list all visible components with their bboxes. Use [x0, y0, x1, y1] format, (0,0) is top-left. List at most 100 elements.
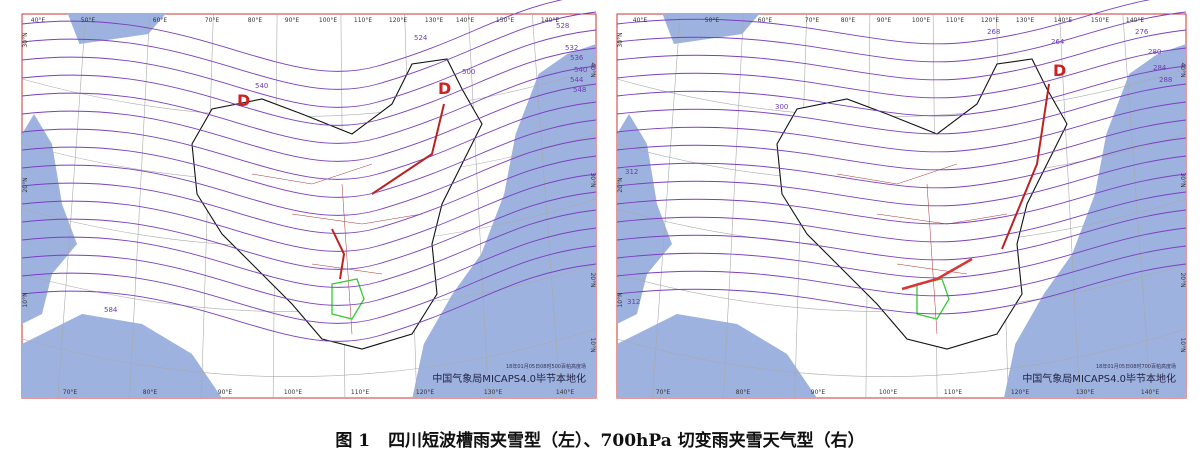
graticule	[723, 13, 744, 399]
caption-label: 图 1	[335, 431, 370, 451]
sea	[412, 44, 596, 398]
contour	[616, 119, 1187, 171]
low-center: D	[237, 91, 250, 110]
sea	[662, 14, 760, 44]
left-tick: 10°N	[617, 292, 624, 307]
contour	[21, 155, 597, 234]
contour-label: 532	[565, 44, 578, 52]
china-border	[776, 58, 1068, 350]
top-tick: 140°E	[456, 17, 474, 24]
contour	[21, 245, 597, 324]
contour-label: 312	[627, 298, 640, 306]
graticule	[616, 68, 1187, 117]
left-tick: 20°N	[22, 177, 29, 192]
graticule	[129, 13, 150, 399]
graticule	[21, 328, 597, 377]
right-tick: 30°N	[589, 172, 596, 187]
bottom-tick: 90°E	[811, 389, 826, 396]
contour-label: 548	[573, 86, 586, 94]
graticule	[616, 328, 1187, 377]
contour	[616, 137, 1187, 189]
top-tick: 100°E	[319, 17, 337, 24]
graticule	[651, 13, 681, 399]
top-tick: 110°E	[946, 17, 964, 24]
top-tick: 150°E	[496, 17, 514, 24]
contour-label: 268	[987, 28, 1000, 36]
contour	[616, 29, 1187, 81]
contour	[616, 101, 1187, 153]
top-tick: 50°E	[705, 17, 720, 24]
trough	[331, 228, 346, 280]
contour-label: 500	[462, 68, 475, 76]
right-tick: 30°N	[1179, 172, 1186, 187]
right-tick: 10°N	[589, 337, 596, 352]
left-tick: 10°N	[22, 292, 29, 307]
contour-label: 284	[1153, 64, 1167, 72]
bottom-tick: 120°E	[1011, 389, 1029, 396]
top-tick: 50°E	[81, 17, 96, 24]
contour	[616, 209, 1187, 261]
contour-label: 264	[1051, 38, 1065, 46]
sea	[617, 314, 817, 398]
contour-label: 300	[775, 103, 788, 111]
contour	[616, 227, 1187, 279]
contour	[616, 263, 1187, 315]
caption-text: 四川短波槽雨夹雪型（左）、700hPa 切变雨夹雪天气型（右）	[388, 430, 865, 451]
top-tick: 130°E	[1016, 17, 1034, 24]
shear-line	[901, 257, 973, 291]
contour-label: 288	[1159, 76, 1172, 84]
top-tick: 40°E	[633, 17, 648, 24]
contour	[21, 65, 597, 144]
bottom-tick: 80°E	[736, 389, 751, 396]
contour	[616, 0, 1151, 45]
contour-label: 312	[625, 168, 638, 176]
credit: 中国气象局MICAPS4.0毕节本地化	[432, 372, 586, 385]
contour-label: 584	[104, 306, 118, 314]
top-tick: 90°E	[285, 17, 300, 24]
top-tick: 40°E	[31, 17, 46, 24]
low-center: D	[438, 79, 451, 98]
contour-label: 528	[556, 22, 569, 30]
bottom-tick: 130°E	[1076, 389, 1094, 396]
graticule	[1122, 13, 1152, 399]
top-tick: 70°E	[205, 17, 220, 24]
bottom-tick: 120°E	[416, 389, 434, 396]
contour-label: 536	[570, 54, 584, 62]
top-tick: 120°E	[389, 17, 407, 24]
guizhou	[331, 278, 365, 320]
right-map: 40°E 50°E 60°E 70°E 80°E 90°E 100°E 110°E 120°E 1…	[616, 0, 1187, 399]
contour	[21, 191, 597, 270]
graticule	[57, 13, 87, 399]
bottom-tick: 100°E	[879, 389, 897, 396]
right-tick: 20°N	[589, 272, 596, 287]
top-tick: 100°E	[912, 17, 930, 24]
top-tick: 70°E	[805, 17, 820, 24]
left-tick: 30°N	[617, 32, 624, 47]
contour	[21, 173, 597, 252]
bottom-tick: 80°E	[143, 389, 158, 396]
contour	[21, 119, 597, 198]
province-lines	[251, 163, 423, 335]
top-tick: 90°E	[877, 17, 892, 24]
sea	[22, 314, 222, 398]
bottom-tick: 140°E	[1141, 389, 1159, 396]
trough	[1001, 83, 1050, 250]
bottom-tick: 140°E	[556, 389, 574, 396]
left-tick: 30°N	[22, 32, 29, 47]
contour	[21, 29, 597, 108]
contour	[616, 173, 1187, 225]
contour	[616, 47, 1187, 99]
top-tick: 60°E	[758, 17, 773, 24]
timestamp: 18年01月05日08时700百帕高度场	[1096, 363, 1176, 370]
contour	[21, 11, 597, 90]
right-tick: 20°N	[1179, 272, 1186, 287]
left-map: 40°E 50°E 60°E 70°E 80°E 90°E 100°E 110°E 120°E 1…	[21, 0, 597, 399]
right-tick: 40°N	[1179, 62, 1186, 77]
contour-label: 540	[255, 82, 268, 90]
contour	[21, 0, 563, 72]
right-tick: 40°N	[589, 62, 596, 77]
sea	[1003, 44, 1186, 398]
top-tick: 140°E	[1054, 17, 1072, 24]
contour-label: 540	[574, 66, 587, 74]
contour-label: 524	[414, 34, 428, 42]
